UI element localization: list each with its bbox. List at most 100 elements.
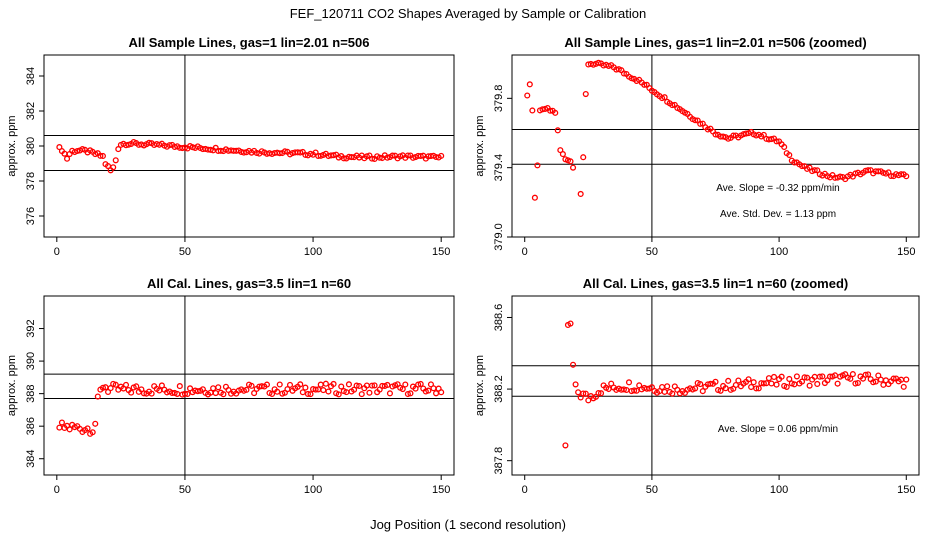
data-series xyxy=(56,138,445,174)
y-tick-label: 390 xyxy=(25,352,37,370)
data-point xyxy=(258,383,265,390)
data-point xyxy=(643,385,650,392)
data-point xyxy=(425,387,432,394)
data-point xyxy=(786,375,793,383)
data-point xyxy=(580,154,587,161)
y-axis-label: approx. ppm xyxy=(6,115,18,176)
figure-title: FEF_120711 CO2 Shapes Averaged by Sample… xyxy=(290,6,647,21)
data-point xyxy=(304,390,311,398)
x-tick-label: 50 xyxy=(646,246,658,258)
data-point xyxy=(816,373,823,380)
panel-title: All Sample Lines, gas=1 lin=2.01 n=506 (… xyxy=(564,35,866,50)
x-tick-label: 150 xyxy=(897,484,915,496)
data-point xyxy=(567,320,574,327)
data-point xyxy=(297,381,304,388)
data-point xyxy=(207,146,214,153)
data-point xyxy=(903,173,910,180)
data-point xyxy=(725,377,732,384)
data-point xyxy=(220,391,227,398)
data-point xyxy=(692,117,699,124)
data-point xyxy=(251,390,258,397)
data-point xyxy=(875,168,882,175)
x-tick-label: 0 xyxy=(522,246,528,258)
panel-cal-lines-zoomed: All Cal. Lines, gas=3.5 lin=1 n=60 (zoom… xyxy=(474,276,920,496)
data-point xyxy=(872,378,879,385)
data-point xyxy=(94,393,101,400)
data-point xyxy=(524,92,531,99)
data-point xyxy=(99,152,106,160)
data-point xyxy=(572,381,579,388)
data-point xyxy=(849,371,856,378)
data-point xyxy=(148,390,155,397)
plot-frame xyxy=(511,54,920,238)
data-point xyxy=(358,391,365,398)
data-point xyxy=(146,139,153,146)
data-point xyxy=(356,382,363,390)
data-point xyxy=(854,379,861,387)
data-point xyxy=(215,384,222,391)
panel-cal-lines: All Cal. Lines, gas=3.5 lin=1 n=60 0 50 100… xyxy=(6,276,455,496)
data-point xyxy=(417,380,424,388)
data-point xyxy=(307,391,314,398)
data-point xyxy=(243,386,250,393)
data-point xyxy=(299,389,306,396)
figure-xlabel: Jog Position (1 second resolution) xyxy=(370,517,566,532)
data-point xyxy=(605,385,612,393)
data-point xyxy=(115,146,122,153)
annotation-text: Ave. Std. Dev. = 1.13 ppm xyxy=(720,209,836,220)
data-point xyxy=(276,381,283,388)
data-point xyxy=(402,381,409,388)
y-tick-label: 388.2 xyxy=(493,375,505,403)
data-point xyxy=(669,390,676,397)
data-point xyxy=(74,147,81,155)
data-point xyxy=(376,154,383,161)
data-point xyxy=(870,379,877,386)
data-point xyxy=(312,386,319,393)
x-tick-label: 100 xyxy=(770,246,788,258)
data-point xyxy=(567,158,574,165)
data-point xyxy=(368,155,376,162)
y-tick-label: 379.4 xyxy=(493,154,505,182)
data-point xyxy=(798,378,806,385)
data-point xyxy=(166,142,173,149)
data-point xyxy=(253,149,260,156)
data-point xyxy=(297,149,304,156)
data-point xyxy=(529,107,536,114)
data-point xyxy=(384,154,391,161)
data-point xyxy=(865,371,872,378)
data-point xyxy=(595,59,602,66)
x-tick-label: 50 xyxy=(179,246,191,258)
data-point xyxy=(597,390,605,397)
y-tick-label: 388.6 xyxy=(493,304,505,332)
y-axis-label: approx. ppm xyxy=(6,355,18,416)
data-point xyxy=(887,172,895,180)
data-series xyxy=(562,320,910,449)
x-tick-label: 150 xyxy=(432,484,450,496)
data-point xyxy=(338,383,345,390)
data-point xyxy=(834,380,841,387)
data-point xyxy=(107,385,114,392)
data-point xyxy=(133,383,140,390)
data-point xyxy=(620,386,627,393)
data-point xyxy=(263,381,270,388)
data-point xyxy=(819,373,826,380)
y-tick-label: 392 xyxy=(25,319,37,337)
data-point xyxy=(699,388,706,395)
data-point xyxy=(286,381,294,388)
y-tick-label: 379.0 xyxy=(493,223,505,251)
data-point xyxy=(438,389,445,396)
data-point xyxy=(625,379,633,386)
data-point xyxy=(404,390,411,398)
data-point xyxy=(58,419,65,426)
data-point xyxy=(669,102,676,109)
data-point xyxy=(730,132,737,139)
data-point xyxy=(580,390,587,397)
data-point xyxy=(325,388,332,395)
data-point xyxy=(735,377,742,384)
plot-frame xyxy=(43,295,455,476)
data-point xyxy=(890,375,897,382)
data-point xyxy=(781,143,788,151)
data-point xyxy=(778,373,785,380)
data-point xyxy=(140,390,147,397)
